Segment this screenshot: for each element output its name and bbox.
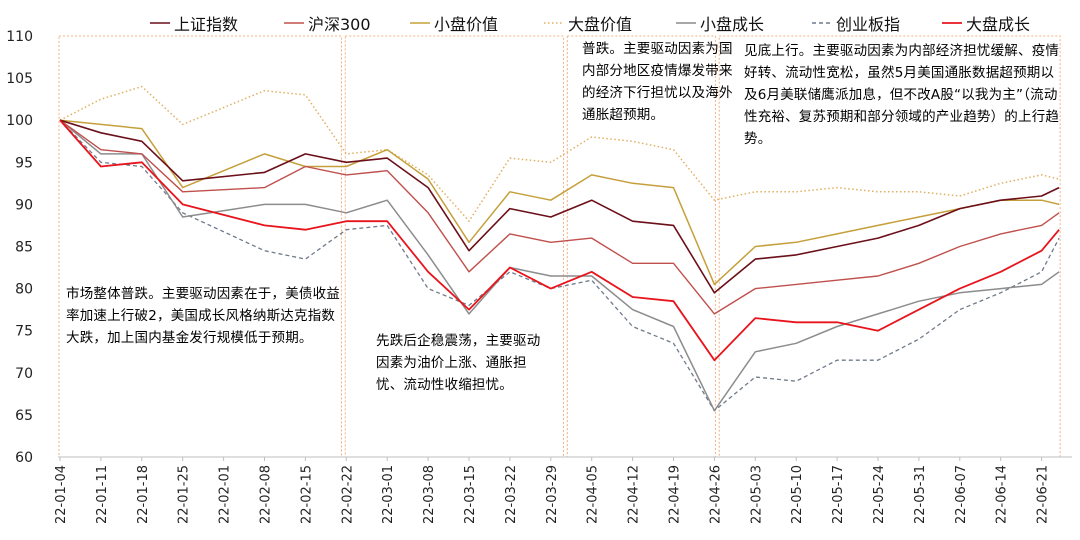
series-line-7: [59, 119, 1060, 362]
x-tick-label: 22-06-21: [1036, 465, 1051, 524]
legend-swatch: [410, 22, 430, 24]
phase-box-1: [58, 35, 342, 458]
x-tick-label: 22-01-11: [95, 465, 110, 524]
legend-item: 小盘成长: [676, 10, 764, 36]
x-tick-label: 22-05-17: [831, 465, 846, 524]
legend-item: 沪深300: [284, 10, 371, 36]
annotation-phase-1: 市场整体普跌。主要驱动因素在于，美债收益率加速上行破2，美国成长风格纳斯达克指数…: [66, 283, 342, 349]
x-tick-label: 22-04-19: [668, 465, 683, 524]
series-line-2: [59, 119, 1060, 315]
series-line-5: [59, 119, 1060, 412]
legend-label: 小盘成长: [700, 15, 765, 34]
legend-label: 创业板指: [836, 15, 901, 34]
annotation-text-4: 见底上行。主要驱动因素为内部经济担忧缓解、疫情好转、流动性宽松，虽然5月美国通胀…: [744, 43, 1060, 147]
legend-item: 小盘价值: [410, 10, 498, 36]
x-tick-label: 22-05-10: [790, 465, 805, 524]
x-tick-label: 22-02-01: [218, 465, 233, 524]
x-tick-label: 22-03-22: [504, 465, 519, 524]
series-line-3: [59, 119, 1060, 286]
x-tick-label: 22-06-07: [954, 465, 969, 524]
y-tick-label: 100: [6, 113, 33, 129]
legend-label: 小盘价值: [434, 15, 499, 34]
legend-label: 沪深300: [308, 15, 371, 34]
annotation-text-3: 普跌。主要驱动因素为国内部分地区疫情爆发带来的经济下行担忧以及海外通胀超预期。: [582, 41, 733, 123]
x-tick-label: 22-02-08: [259, 465, 274, 524]
x-tick-label: 22-05-31: [913, 465, 928, 524]
y-tick-label: 95: [15, 155, 33, 171]
annotation-phase-3: 普跌。主要驱动因素为国内部分地区疫情爆发带来的经济下行担忧以及海外通胀超预期。: [582, 38, 738, 126]
y-tick-label: 110: [6, 29, 33, 45]
y-tick-label: 85: [15, 240, 33, 256]
legend-item: 大盘成长: [942, 10, 1030, 36]
y-tick-label: 65: [15, 408, 33, 424]
legend-swatch: [150, 22, 170, 24]
legend-label: 大盘成长: [966, 15, 1031, 34]
legend-swatch: [812, 22, 832, 24]
x-tick-label: 22-01-18: [136, 465, 151, 524]
annotation-phase-4: 见底上行。主要驱动因素为内部经济担忧缓解、疫情好转、流动性宽松，虽然5月美国通胀…: [744, 40, 1062, 150]
y-tick-label: 90: [15, 197, 33, 213]
x-tick-label: 22-03-29: [545, 465, 560, 524]
legend-swatch: [676, 22, 696, 24]
series-line-4: [59, 85, 1060, 222]
x-tick-label: 22-05-03: [749, 465, 764, 524]
x-tick-label: 22-03-15: [463, 465, 478, 524]
series-line-6: [59, 119, 1060, 412]
x-tick-label: 22-02-22: [340, 465, 355, 524]
legend-swatch: [284, 22, 304, 24]
annotation-phase-2: 先跌后企稳震荡，主要驱动因素为油价上涨、通胀担忧、流动性收缩担忧。: [376, 330, 554, 396]
x-tick-label: 22-04-26: [708, 465, 723, 524]
x-tick-label: 22-03-01: [381, 465, 396, 524]
x-tick-label: 22-01-04: [54, 465, 69, 524]
legend-item: 大盘价值: [544, 10, 632, 36]
y-tick-label: 105: [6, 71, 33, 87]
legend-swatch: [544, 22, 564, 24]
annotation-text-1: 市场整体普跌。主要驱动因素在于，美债收益率加速上行破2，美国成长风格纳斯达克指数…: [66, 286, 340, 346]
legend-label: 大盘价值: [568, 15, 633, 34]
series-line-1: [59, 119, 1060, 294]
legend-item: 上证指数: [150, 10, 238, 36]
y-tick-label: 60: [15, 450, 33, 466]
y-tick-label: 70: [15, 366, 33, 382]
legend-label: 上证指数: [174, 15, 239, 34]
y-tick-label: 80: [15, 282, 33, 298]
x-tick-label: 22-06-14: [995, 465, 1010, 524]
y-tick-label: 75: [15, 324, 33, 340]
x-tick-label: 22-04-05: [586, 465, 601, 524]
x-tick-label: 22-05-24: [872, 465, 887, 524]
x-tick-label: 22-03-08: [422, 465, 437, 524]
x-tick-label: 22-04-12: [627, 465, 642, 524]
x-tick-label: 22-01-25: [177, 465, 192, 524]
annotation-text-2: 先跌后企稳震荡，主要驱动因素为油价上涨、通胀担忧、流动性收缩担忧。: [376, 333, 541, 393]
legend-swatch: [942, 22, 962, 24]
x-tick-label: 22-02-15: [299, 465, 314, 524]
legend-item: 创业板指: [812, 10, 900, 36]
